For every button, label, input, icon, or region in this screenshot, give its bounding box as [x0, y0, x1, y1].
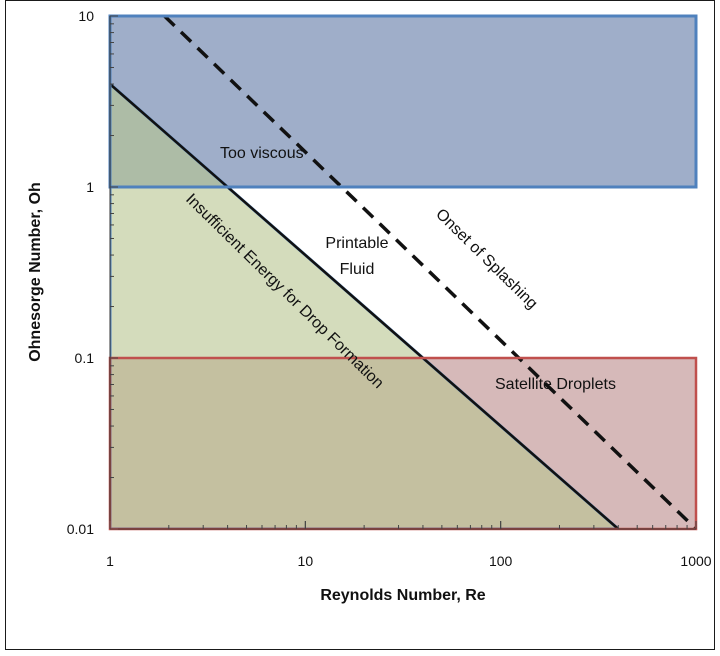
- x-tick-label: 1: [106, 553, 114, 569]
- y-tick-label: 1: [86, 179, 94, 195]
- x-tick-labels: 1 10 100 1000: [106, 553, 712, 569]
- drop-formation-boundary-line: [110, 83, 620, 529]
- x-tick-label: 1000: [680, 553, 711, 569]
- y-tick-label: 10: [78, 8, 94, 24]
- satellite-droplets-label: Satellite Droplets: [495, 376, 616, 393]
- too-viscous-label: Too viscous: [220, 145, 304, 162]
- onset-of-splashing-label: Onset of Splashing: [432, 206, 540, 313]
- x-tick-label: 100: [489, 553, 513, 569]
- y-tick-label: 0.1: [75, 350, 95, 366]
- x-axis-title: Reynolds Number, Re: [320, 587, 485, 604]
- printable-fluid-label-line1: Printable Fluid: [325, 235, 388, 278]
- y-tick-label: 0.01: [67, 521, 94, 537]
- x-tick-label: 10: [298, 553, 314, 569]
- onset-of-splashing-line: [163, 16, 696, 529]
- region-too-viscous: [110, 16, 696, 187]
- y-tick-labels: 0.01 0.1 1 10: [67, 8, 94, 537]
- y-minor-ticks: [110, 15, 118, 530]
- plot-area: 1 10 100 1000 0.01 0.1 1 10 Too viscous Satell…: [27, 8, 712, 604]
- y-axis-title: Ohnesorge Number, Oh: [27, 182, 44, 362]
- x-minor-ticks: [109, 521, 697, 529]
